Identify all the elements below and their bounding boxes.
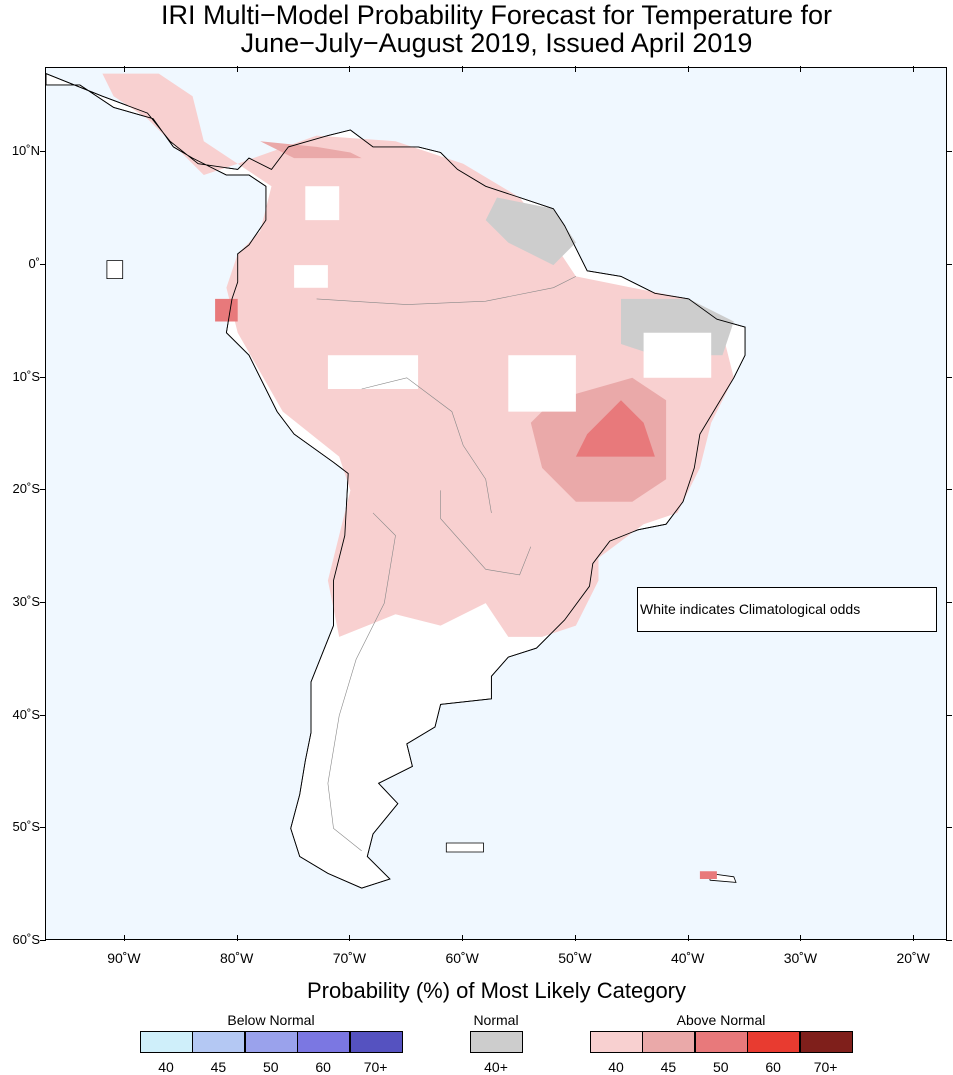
latitude-tick xyxy=(40,264,46,266)
legend-swatch-label: 50 xyxy=(263,1059,279,1075)
forecast-region-above-50 xyxy=(699,871,717,879)
legend-swatch-above xyxy=(694,1031,748,1053)
longitude-tick xyxy=(236,66,238,72)
longitude-tick xyxy=(913,66,915,72)
legend-swatch-label: 45 xyxy=(660,1059,677,1075)
longitude-tick xyxy=(800,935,802,941)
longitude-tick xyxy=(349,66,351,72)
legend-swatch-below xyxy=(140,1031,193,1053)
legend-swatch-label: 70+ xyxy=(363,1059,388,1075)
latitude-tick xyxy=(946,714,952,716)
legend-swatch-above xyxy=(642,1031,696,1053)
latitude-tick xyxy=(40,489,46,491)
latitude-tick xyxy=(946,264,952,266)
legend-swatch-label: 60 xyxy=(765,1059,781,1075)
map-title-line-2: June−July−August 2019, Issued April 2019 xyxy=(240,28,753,58)
forecast-region-above-50 xyxy=(215,298,238,322)
latitude-tick-label: 40˚S xyxy=(12,706,40,722)
climatology-region xyxy=(508,355,576,412)
forecast-region-normal-40 xyxy=(485,197,576,266)
longitude-tick-label: 50˚W xyxy=(558,950,592,966)
climatology-region xyxy=(643,332,712,378)
latitude-tick xyxy=(40,602,46,604)
country-border xyxy=(316,276,577,305)
legend-swatch-below xyxy=(349,1031,403,1053)
legend-swatch-below xyxy=(297,1031,351,1053)
latitude-tick-label: 10˚S xyxy=(12,368,40,384)
legend-title: Probability (%) of Most Likely Category xyxy=(306,978,687,1003)
climatology-note: White indicates Climatological odds xyxy=(637,587,937,632)
country-border xyxy=(327,512,396,852)
legend-swatch-above xyxy=(590,1031,643,1053)
longitude-tick xyxy=(349,935,351,941)
longitude-tick xyxy=(800,66,802,72)
longitude-tick-label: 60˚W xyxy=(445,950,479,966)
legend-swatch-label: 50 xyxy=(713,1059,729,1075)
longitude-tick-label: 90˚W xyxy=(107,950,141,966)
latitude-tick-label: 50˚S xyxy=(12,819,40,835)
legend-swatch-label: 70+ xyxy=(813,1059,838,1075)
longitude-tick-label: 20˚W xyxy=(896,950,930,966)
climatology-region xyxy=(305,186,340,221)
longitude-tick xyxy=(687,935,689,941)
latitude-tick-label: 20˚S xyxy=(12,481,40,497)
longitude-tick xyxy=(687,66,689,72)
longitude-tick xyxy=(574,935,576,941)
legend-below-normal-label: Below Normal xyxy=(227,1012,315,1028)
legend-swatch-below xyxy=(244,1031,298,1053)
climatology-region xyxy=(327,355,419,389)
map-canvas xyxy=(46,73,746,889)
legend-swatch-below xyxy=(192,1031,246,1053)
latitude-tick xyxy=(40,376,46,378)
falkland-islands xyxy=(445,842,484,853)
longitude-tick xyxy=(462,935,464,941)
map-title-line-1: IRI Multi−Model Probability Forecast for… xyxy=(160,0,833,30)
longitude-tick-label: 30˚W xyxy=(783,950,818,966)
forecast-region-above-40 xyxy=(226,135,734,637)
longitude-tick xyxy=(236,935,238,941)
forecast-region-above-50 xyxy=(575,400,655,457)
legend-swatch-above xyxy=(747,1031,801,1053)
latitude-tick xyxy=(946,489,952,491)
legend-above-normal-label: Above Normal xyxy=(676,1012,766,1028)
longitude-tick xyxy=(574,66,576,72)
latitude-tick xyxy=(946,602,952,604)
latitude-tick xyxy=(40,151,46,153)
latitude-tick-label: 0˚ xyxy=(28,256,40,272)
latitude-tick xyxy=(946,940,952,941)
legend-swatch-above xyxy=(799,1031,853,1053)
legend-swatch-label: 60 xyxy=(315,1059,331,1075)
latitude-tick-label: 60˚S xyxy=(12,932,40,947)
latitude-tick-label: 30˚S xyxy=(12,594,40,610)
forecast-region-above-40 xyxy=(102,73,238,175)
coastline xyxy=(46,73,746,889)
galapagos-islands xyxy=(106,260,124,280)
legend-swatch-label: 40 xyxy=(158,1059,174,1075)
country-border xyxy=(440,490,532,576)
longitude-tick xyxy=(123,66,125,72)
country-border xyxy=(361,377,492,513)
longitude-tick-label: 70˚W xyxy=(332,950,367,966)
latitude-tick xyxy=(40,714,46,716)
forecast-map xyxy=(45,67,947,940)
legend-swatch-label: 40+ xyxy=(484,1059,508,1075)
latitude-tick-label: 10˚N xyxy=(11,143,40,159)
longitude-tick xyxy=(462,66,464,72)
legend-swatch-label: 40 xyxy=(608,1059,624,1075)
longitude-tick xyxy=(913,935,915,941)
latitude-tick xyxy=(40,940,46,941)
latitude-tick xyxy=(40,827,46,829)
latitude-tick xyxy=(946,827,952,829)
legend-normal-label: Normal xyxy=(473,1012,519,1028)
longitude-tick-label: 80˚W xyxy=(219,950,254,966)
longitude-tick-label: 40˚W xyxy=(670,950,705,966)
latitude-tick xyxy=(946,151,952,153)
latitude-tick xyxy=(946,376,952,378)
legend-swatch-label: 45 xyxy=(210,1059,227,1075)
longitude-tick xyxy=(123,935,125,941)
forecast-region-above-45 xyxy=(260,141,362,159)
legend-swatch-normal xyxy=(470,1031,523,1053)
climatology-region xyxy=(294,265,328,288)
